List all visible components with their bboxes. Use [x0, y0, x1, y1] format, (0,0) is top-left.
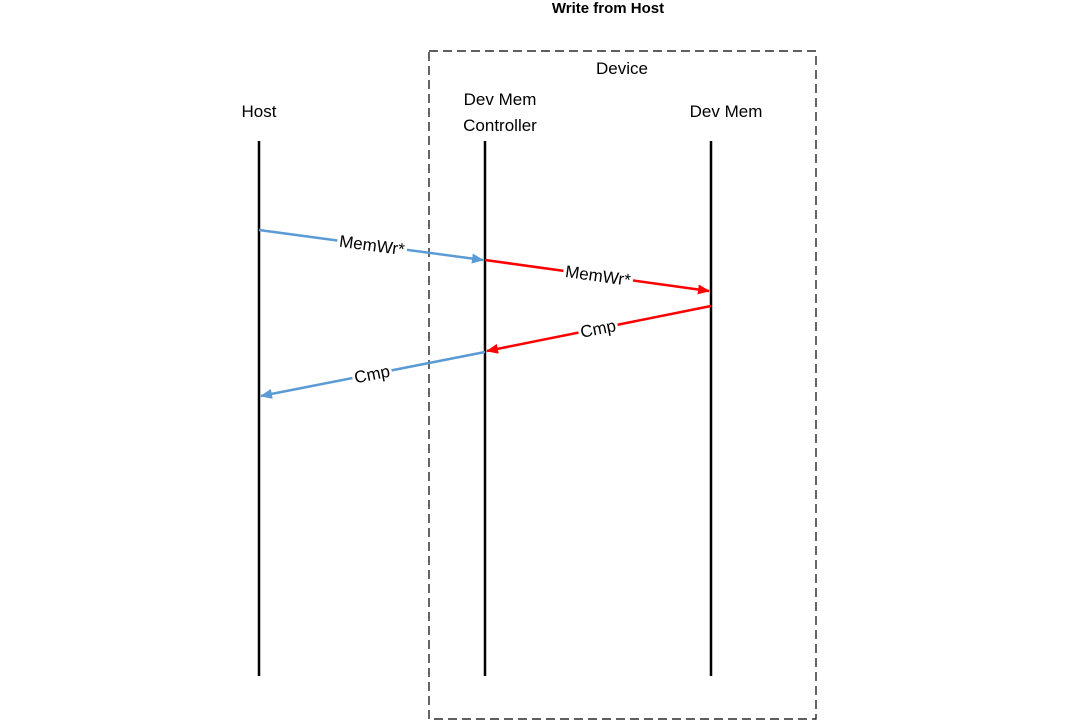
message-label-3: Cmp — [579, 316, 618, 342]
message-2: MemWr* — [484, 258, 710, 295]
participant-label-host-line1: Host — [242, 102, 277, 121]
device-boundary — [428, 50, 817, 720]
message-label-group-1: MemWr* — [335, 230, 409, 261]
message-label-bg-1 — [335, 230, 409, 261]
participant-host: Host — [242, 102, 277, 676]
message-3: Cmp — [486, 304, 712, 354]
message-label-bg-3 — [576, 314, 620, 344]
message-label-group-4: Cmp — [350, 360, 394, 389]
participant-devmem: Dev Mem — [690, 102, 763, 676]
device-label: Device — [596, 59, 648, 78]
message-label-bg-4 — [350, 360, 394, 389]
participant-controller: Dev Mem Controller — [463, 90, 537, 676]
participants: Host Dev Mem Controller Dev Mem — [242, 90, 763, 676]
message-1: MemWr* — [258, 228, 484, 264]
message-label-group-2: MemWr* — [561, 260, 635, 292]
message-label-4: Cmp — [353, 362, 392, 388]
participant-label-devmem-line1: Dev Mem — [690, 102, 763, 121]
diagram-title: Write from Host — [552, 0, 664, 17]
participant-label-controller-line2: Controller — [463, 116, 537, 135]
message-label-group-3: Cmp — [576, 314, 620, 344]
message-4: Cmp — [260, 350, 486, 399]
message-label-bg-2 — [561, 260, 635, 292]
participant-label-controller-line1: Dev Mem — [464, 90, 537, 109]
